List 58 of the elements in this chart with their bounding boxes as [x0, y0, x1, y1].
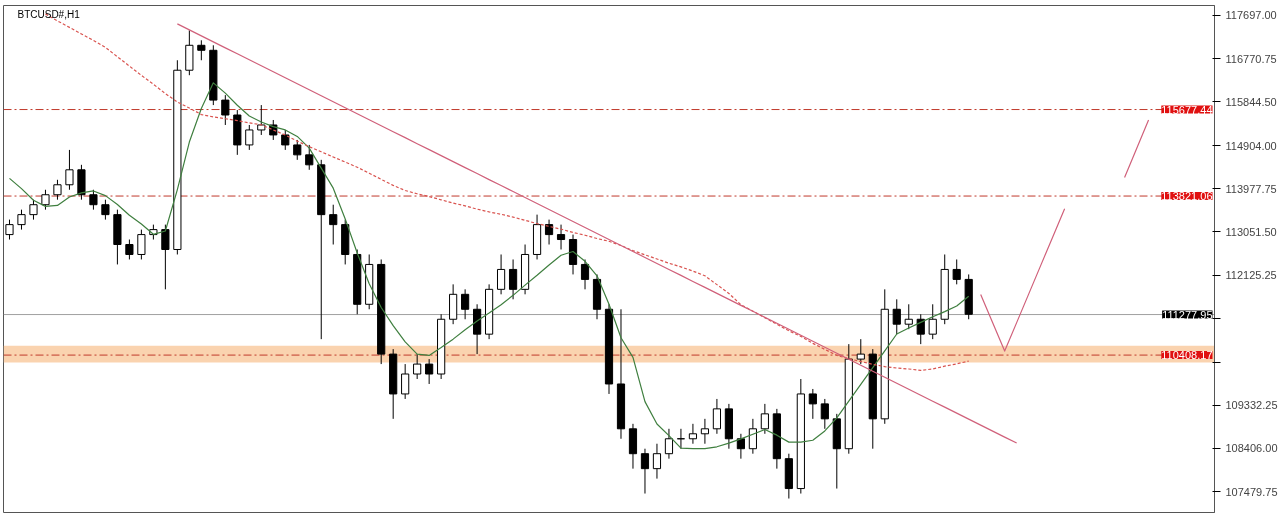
y-tick-label: 113051.50	[1225, 225, 1277, 238]
candlestick	[221, 94, 230, 126]
candlestick	[413, 353, 422, 380]
candlestick	[281, 129, 290, 151]
candlestick	[652, 443, 662, 480]
candlestick	[664, 428, 674, 460]
candlestick	[425, 358, 434, 385]
ref-line-label: 115677.44	[1161, 103, 1213, 116]
ref-line-label: 111277.95	[1162, 308, 1213, 321]
y-tick-label: 108406.00	[1225, 442, 1278, 455]
y-tick-label: 113977.75	[1225, 182, 1277, 195]
candlestick	[916, 313, 925, 345]
candlestick	[461, 288, 470, 320]
candlestick	[101, 199, 110, 221]
candlestick	[65, 149, 74, 191]
candlestick	[712, 398, 722, 435]
candlestick	[305, 144, 314, 171]
candlestick	[856, 338, 865, 365]
y-tick-label: 112125.25	[1225, 269, 1277, 282]
candlestick	[688, 423, 698, 445]
candlestick	[41, 189, 50, 211]
candlestick	[197, 39, 206, 61]
ref-line-label: 110408.17	[1161, 349, 1213, 362]
candlestick	[53, 179, 62, 201]
candlestick	[904, 303, 913, 330]
candlestick	[329, 204, 338, 246]
y-tick-label: 117697.00	[1225, 9, 1277, 22]
candlestick	[580, 258, 590, 290]
candlestick	[29, 199, 38, 221]
candlestick	[17, 209, 26, 231]
candlestick	[760, 403, 769, 435]
y-tick-label: 115844.50	[1225, 95, 1277, 108]
line-series	[176, 23, 1018, 444]
candlestick	[245, 124, 254, 151]
candlestick	[640, 448, 650, 495]
y-tick-label: 107479.75	[1225, 485, 1278, 498]
chart-title: BTCUSD#,H1	[17, 8, 81, 20]
candlestick	[496, 253, 506, 295]
candlestick	[892, 298, 901, 335]
candlestick	[508, 258, 518, 300]
candlestick	[952, 258, 961, 285]
candlestick	[257, 104, 266, 136]
candlestick	[556, 224, 566, 250]
candlestick	[544, 219, 554, 246]
candlestick	[928, 303, 937, 340]
candlestick	[808, 388, 817, 420]
candlestick	[125, 239, 134, 260]
candlestick	[700, 418, 710, 445]
candlestick	[820, 398, 829, 430]
candlestick	[161, 224, 170, 290]
y-tick-label: 109332.25	[1225, 399, 1278, 412]
ref-line-label: 113821.06	[1161, 190, 1213, 203]
candlestick	[5, 219, 14, 241]
candlestick	[137, 229, 146, 260]
y-tick-label: 116770.75	[1225, 52, 1277, 65]
candlestick	[748, 418, 757, 455]
candlestick	[401, 363, 410, 400]
y-tick-label: 114904.00	[1225, 139, 1277, 152]
